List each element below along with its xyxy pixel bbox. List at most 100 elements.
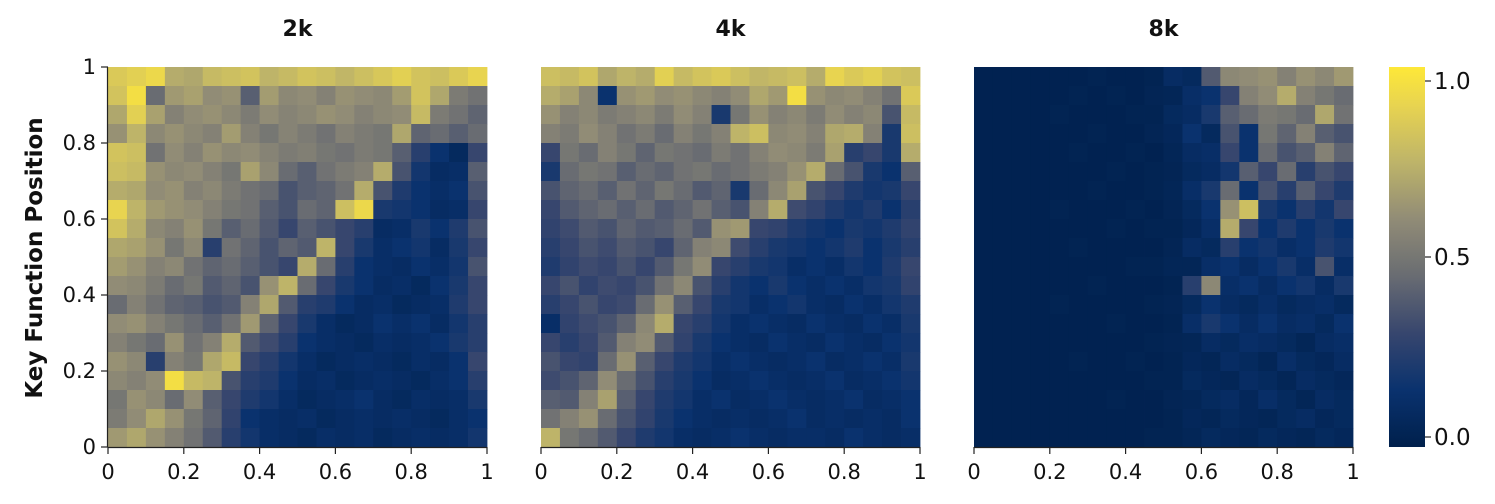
heatmap-cell bbox=[635, 200, 656, 220]
colorbar-tick-label: 0.0 bbox=[1434, 425, 1471, 451]
heatmap-cell bbox=[974, 238, 994, 258]
heatmap-cell bbox=[126, 276, 147, 296]
heatmap-cell bbox=[392, 86, 412, 106]
heatmap-cell bbox=[1277, 143, 1297, 163]
heatmap-cell bbox=[1106, 105, 1126, 125]
heatmap-cell bbox=[1163, 181, 1183, 201]
heatmap-cell bbox=[468, 257, 488, 277]
heatmap-cell bbox=[1182, 276, 1202, 296]
heatmap-cell bbox=[1163, 86, 1183, 106]
heatmap-cell bbox=[145, 67, 166, 87]
heatmap-cell bbox=[992, 257, 1013, 277]
x-tick-label: 0.8 bbox=[827, 460, 860, 484]
heatmap-cell bbox=[221, 238, 242, 258]
heatmap-cell bbox=[692, 257, 712, 277]
heatmap-cell bbox=[844, 295, 864, 315]
heatmap-cell bbox=[259, 105, 279, 125]
heatmap-cell bbox=[578, 181, 599, 201]
heatmap-cell bbox=[373, 67, 393, 87]
heatmap-cell bbox=[335, 314, 355, 334]
heatmap-cell bbox=[654, 86, 675, 106]
heatmap-cell bbox=[654, 371, 675, 391]
heatmap-cell bbox=[1030, 105, 1051, 125]
heatmap-cell bbox=[635, 257, 656, 277]
heatmap-cell bbox=[1068, 143, 1089, 163]
heatmap-cell bbox=[597, 390, 618, 410]
heatmap-cell bbox=[1068, 295, 1089, 315]
heatmap-cell bbox=[1315, 143, 1335, 163]
heatmap-cell bbox=[1125, 295, 1145, 315]
heatmap-cell bbox=[183, 295, 204, 315]
heatmap-cell bbox=[654, 162, 675, 182]
heatmap-cell bbox=[278, 162, 298, 182]
heatmap-cell bbox=[1011, 371, 1032, 391]
heatmap-cell bbox=[259, 295, 279, 315]
heatmap-cell bbox=[1182, 238, 1202, 258]
heatmap-cell bbox=[1163, 219, 1183, 239]
heatmap-cell bbox=[1125, 428, 1145, 448]
heatmap-cell bbox=[1277, 200, 1297, 220]
heatmap-cell bbox=[578, 143, 599, 163]
heatmap-cell bbox=[1049, 238, 1070, 258]
heatmap-cell bbox=[468, 295, 488, 315]
heatmap-cell bbox=[373, 409, 393, 429]
heatmap-cell bbox=[259, 314, 279, 334]
heatmap-cell bbox=[541, 409, 561, 429]
heatmap-cell bbox=[335, 67, 355, 87]
heatmap-cell bbox=[673, 124, 693, 144]
heatmap-cell bbox=[1296, 314, 1316, 334]
heatmap-cell bbox=[1068, 276, 1089, 296]
heatmap-cell bbox=[164, 257, 185, 277]
heatmap-cell bbox=[768, 333, 788, 353]
heatmap-cell bbox=[1296, 86, 1316, 106]
heatmap-cell bbox=[1258, 124, 1278, 144]
heatmap-cell bbox=[974, 428, 994, 448]
heatmap-cell bbox=[1239, 409, 1259, 429]
heatmap-cell bbox=[844, 200, 864, 220]
heatmap-cell bbox=[221, 295, 242, 315]
heatmap-cell bbox=[768, 352, 788, 372]
heatmap-cell bbox=[392, 162, 412, 182]
heatmap-cell bbox=[1163, 409, 1183, 429]
heatmap-cell bbox=[1258, 371, 1278, 391]
heatmap-cell bbox=[825, 143, 845, 163]
heatmap-cell bbox=[316, 200, 336, 220]
heatmap-cell bbox=[974, 314, 994, 334]
heatmap-cell bbox=[1030, 428, 1051, 448]
heatmap-cell bbox=[1011, 257, 1032, 277]
heatmap-cell bbox=[1296, 352, 1316, 372]
heatmap-cell bbox=[1030, 371, 1051, 391]
heatmap-cell bbox=[1220, 314, 1240, 334]
heatmap-cell bbox=[711, 428, 731, 448]
heatmap-cell bbox=[411, 143, 431, 163]
heatmap-cell bbox=[373, 333, 393, 353]
heatmap-cell bbox=[297, 124, 317, 144]
heatmap-cell bbox=[1334, 162, 1354, 182]
heatmap-cell bbox=[882, 124, 902, 144]
heatmap-cell bbox=[749, 409, 769, 429]
heatmap-cell bbox=[825, 390, 845, 410]
heatmap-cell bbox=[1068, 219, 1089, 239]
heatmap-cell bbox=[616, 257, 637, 277]
heatmap-cell bbox=[1220, 200, 1240, 220]
heatmap-cell bbox=[202, 352, 223, 372]
heatmap-cell bbox=[202, 314, 223, 334]
heatmap-cell bbox=[259, 257, 279, 277]
heatmap-cell bbox=[673, 219, 693, 239]
heatmap-cell bbox=[1144, 181, 1164, 201]
heatmap-cell bbox=[316, 181, 336, 201]
heatmap-cell bbox=[616, 238, 637, 258]
heatmap-cell bbox=[597, 371, 618, 391]
heatmap-cell bbox=[1011, 219, 1032, 239]
heatmap-cell bbox=[768, 409, 788, 429]
heatmap-cell bbox=[240, 333, 260, 353]
heatmap-cell bbox=[768, 67, 788, 87]
heatmap-cell bbox=[616, 143, 637, 163]
heatmap-cell bbox=[449, 238, 469, 258]
heatmap-cell bbox=[863, 333, 883, 353]
heatmap-cell bbox=[654, 428, 675, 448]
heatmap-cell bbox=[126, 67, 147, 87]
heatmap-cell bbox=[730, 238, 750, 258]
heatmap-cell bbox=[126, 86, 147, 106]
heatmap-cell bbox=[1220, 238, 1240, 258]
